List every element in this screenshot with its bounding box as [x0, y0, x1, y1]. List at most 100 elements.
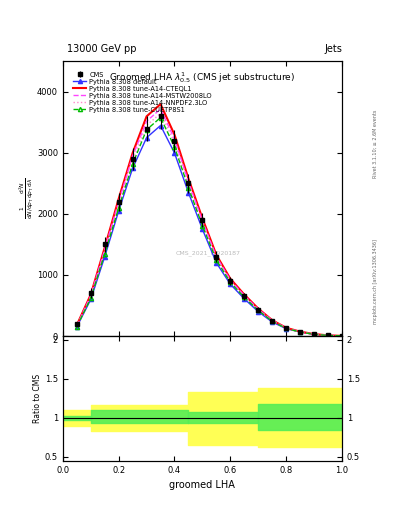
Pythia 8.308 tune-A14-CTEQL1: [116, 196, 121, 202]
Pythia 8.308 tune-CUETP8S1: [88, 295, 93, 301]
Pythia 8.308 tune-A14-CTEQL1: [326, 332, 331, 338]
Pythia 8.308 tune-A14-MSTW2008LO: [186, 179, 191, 185]
Pythia 8.308 tune-A14-NNPDF2.3LO: [88, 294, 93, 300]
Pythia 8.308 tune-A14-CTEQL1: [102, 244, 107, 250]
Pythia 8.308 default: [326, 332, 331, 338]
Pythia 8.308 tune-A14-MSTW2008LO: [256, 306, 261, 312]
Pythia 8.308 default: [186, 189, 191, 196]
Pythia 8.308 tune-CUETP8S1: [256, 307, 261, 313]
Pythia 8.308 default: [172, 150, 177, 156]
Pythia 8.308 default: [200, 226, 205, 232]
Pythia 8.308 default: [130, 165, 135, 172]
Pythia 8.308 tune-CUETP8S1: [172, 144, 177, 150]
Pythia 8.308 tune-A14-NNPDF2.3LO: [298, 329, 303, 335]
Pythia 8.308 tune-A14-MSTW2008LO: [284, 325, 288, 331]
Pythia 8.308 tune-A14-NNPDF2.3LO: [214, 255, 219, 262]
Pythia 8.308 tune-A14-MSTW2008LO: [75, 323, 79, 329]
Pythia 8.308 tune-A14-NNPDF2.3LO: [228, 278, 233, 284]
Pythia 8.308 default: [298, 329, 303, 335]
Pythia 8.308 tune-A14-NNPDF2.3LO: [256, 307, 261, 313]
Pythia 8.308 tune-A14-NNPDF2.3LO: [116, 202, 121, 208]
Pythia 8.308 tune-A14-NNPDF2.3LO: [186, 182, 191, 188]
Pythia 8.308 tune-A14-CTEQL1: [144, 113, 149, 119]
Text: mcplots.cern.ch [arXiv:1306.3436]: mcplots.cern.ch [arXiv:1306.3436]: [373, 239, 378, 324]
Pythia 8.308 tune-A14-MSTW2008LO: [172, 136, 177, 142]
Pythia 8.308 tune-CUETP8S1: [144, 126, 149, 133]
Pythia 8.308 tune-A14-CTEQL1: [75, 322, 79, 328]
Pythia 8.308 tune-A14-CTEQL1: [158, 101, 163, 107]
Pythia 8.308 tune-CUETP8S1: [326, 332, 331, 338]
Pythia 8.308 tune-CUETP8S1: [242, 294, 247, 301]
Pythia 8.308 tune-A14-MSTW2008LO: [214, 253, 219, 260]
Pythia 8.308 default: [116, 208, 121, 214]
Line: Pythia 8.308 default: Pythia 8.308 default: [75, 123, 344, 338]
Pythia 8.308 tune-CUETP8S1: [130, 161, 135, 167]
Text: CMS_2021_I1920187: CMS_2021_I1920187: [176, 251, 241, 257]
Pythia 8.308 tune-CUETP8S1: [312, 331, 316, 337]
Pythia 8.308 tune-A14-MSTW2008LO: [200, 218, 205, 224]
Pythia 8.308 tune-A14-MSTW2008LO: [340, 333, 344, 339]
Pythia 8.308 default: [75, 324, 79, 330]
Line: Pythia 8.308 tune-CUETP8S1: Pythia 8.308 tune-CUETP8S1: [75, 116, 344, 338]
Pythia 8.308 tune-A14-CTEQL1: [200, 215, 205, 221]
Pythia 8.308 tune-CUETP8S1: [214, 257, 219, 263]
Pythia 8.308 default: [340, 333, 344, 339]
Pythia 8.308 default: [88, 296, 93, 303]
Pythia 8.308 tune-A14-NNPDF2.3LO: [200, 220, 205, 226]
Pythia 8.308 tune-A14-CTEQL1: [214, 252, 219, 258]
Pythia 8.308 default: [312, 331, 316, 337]
Pythia 8.308 tune-A14-NNPDF2.3LO: [284, 325, 288, 331]
Pythia 8.308 tune-A14-MSTW2008LO: [270, 317, 275, 324]
Pythia 8.308 tune-A14-MSTW2008LO: [116, 199, 121, 205]
Pythia 8.308 tune-CUETP8S1: [116, 205, 121, 211]
Pythia 8.308 tune-A14-MSTW2008LO: [144, 118, 149, 124]
Pythia 8.308 default: [158, 122, 163, 129]
Pythia 8.308 tune-CUETP8S1: [158, 115, 163, 121]
Y-axis label: $\frac{1}{\mathrm{d}N / \mathrm{d}p_\mathrm{T}} \frac{\mathrm{d}^2 N}{\mathrm{d}: $\frac{1}{\mathrm{d}N / \mathrm{d}p_\mat…: [17, 178, 35, 220]
Pythia 8.308 default: [214, 260, 219, 266]
Pythia 8.308 tune-A14-MSTW2008LO: [298, 329, 303, 335]
Pythia 8.308 tune-CUETP8S1: [284, 325, 288, 331]
Pythia 8.308 tune-A14-CTEQL1: [172, 132, 177, 138]
Pythia 8.308 tune-A14-MSTW2008LO: [158, 106, 163, 112]
Pythia 8.308 tune-A14-NNPDF2.3LO: [270, 318, 275, 324]
Pythia 8.308 tune-A14-NNPDF2.3LO: [172, 139, 177, 145]
Pythia 8.308 tune-A14-NNPDF2.3LO: [242, 293, 247, 300]
Pythia 8.308 tune-A14-NNPDF2.3LO: [75, 323, 79, 329]
Text: Rivet 3.1.10; ≥ 2.6M events: Rivet 3.1.10; ≥ 2.6M events: [373, 109, 378, 178]
Pythia 8.308 tune-A14-CTEQL1: [340, 333, 344, 339]
Pythia 8.308 tune-A14-MSTW2008LO: [102, 246, 107, 252]
Pythia 8.308 tune-A14-MSTW2008LO: [88, 293, 93, 299]
Pythia 8.308 tune-A14-CTEQL1: [186, 176, 191, 182]
Pythia 8.308 default: [256, 309, 261, 315]
Pythia 8.308 tune-A14-CTEQL1: [312, 331, 316, 337]
Pythia 8.308 tune-CUETP8S1: [340, 333, 344, 339]
Pythia 8.308 tune-A14-CTEQL1: [88, 291, 93, 297]
Pythia 8.308 default: [228, 281, 233, 287]
Line: Pythia 8.308 tune-A14-MSTW2008LO: Pythia 8.308 tune-A14-MSTW2008LO: [77, 109, 342, 336]
Pythia 8.308 default: [102, 253, 107, 260]
Pythia 8.308 tune-A14-CTEQL1: [242, 291, 247, 297]
Pythia 8.308 tune-A14-NNPDF2.3LO: [340, 333, 344, 339]
Y-axis label: Ratio to CMS: Ratio to CMS: [33, 374, 42, 423]
Pythia 8.308 tune-CUETP8S1: [228, 279, 233, 285]
Pythia 8.308 tune-A14-MSTW2008LO: [312, 331, 316, 337]
Pythia 8.308 tune-CUETP8S1: [186, 185, 191, 191]
Pythia 8.308 tune-A14-NNPDF2.3LO: [326, 332, 331, 338]
Pythia 8.308 tune-A14-MSTW2008LO: [130, 153, 135, 159]
Pythia 8.308 tune-A14-NNPDF2.3LO: [312, 331, 316, 337]
Text: Groomed LHA $\lambda^{1}_{0.5}$ (CMS jet substructure): Groomed LHA $\lambda^{1}_{0.5}$ (CMS jet…: [109, 70, 296, 84]
Pythia 8.308 default: [144, 135, 149, 141]
Pythia 8.308 tune-A14-CTEQL1: [298, 329, 303, 335]
X-axis label: groomed LHA: groomed LHA: [169, 480, 235, 490]
Pythia 8.308 tune-A14-CTEQL1: [270, 317, 275, 323]
Pythia 8.308 tune-CUETP8S1: [75, 324, 79, 330]
Pythia 8.308 tune-A14-CTEQL1: [284, 325, 288, 331]
Line: Pythia 8.308 tune-A14-CTEQL1: Pythia 8.308 tune-A14-CTEQL1: [77, 104, 342, 336]
Text: 13000 GeV pp: 13000 GeV pp: [67, 44, 136, 54]
Pythia 8.308 default: [284, 326, 288, 332]
Pythia 8.308 tune-A14-NNPDF2.3LO: [130, 157, 135, 163]
Pythia 8.308 tune-A14-CTEQL1: [256, 306, 261, 312]
Pythia 8.308 tune-CUETP8S1: [298, 329, 303, 335]
Pythia 8.308 default: [270, 319, 275, 325]
